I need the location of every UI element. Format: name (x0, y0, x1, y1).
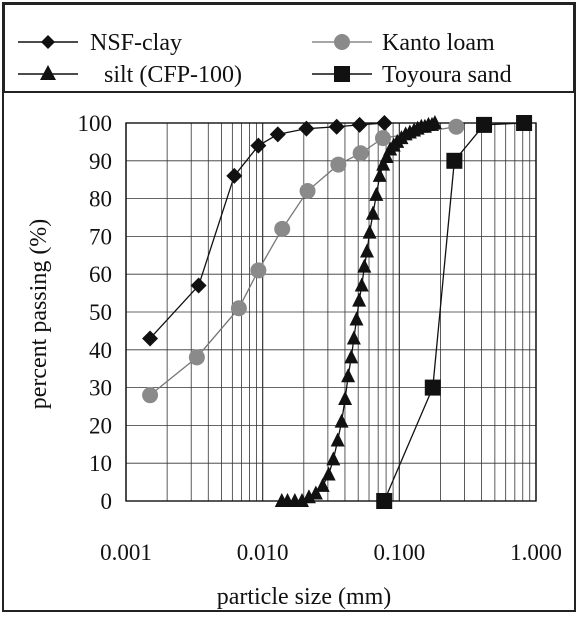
y-tick-label: 10 (89, 451, 112, 476)
data-point-triangle (301, 489, 316, 504)
data-point-diamond (351, 116, 368, 133)
data-point-triangle (326, 451, 341, 466)
data-point-circle (274, 220, 291, 237)
data-point-triangle (321, 466, 336, 481)
y-tick-label: 90 (89, 149, 112, 174)
series-line (149, 122, 385, 339)
data-point-square (376, 493, 393, 509)
legend-marker-toyoura-sand (334, 66, 350, 82)
data-point-diamond (190, 277, 207, 294)
data-point-circle (352, 145, 369, 162)
data-point-circle (142, 387, 159, 404)
data-point-diamond (226, 167, 243, 184)
legend-label-kanto-loam: Kanto loam (382, 30, 495, 56)
data-point-square (476, 116, 493, 133)
data-point-triangle (427, 115, 442, 129)
data-point-triangle (357, 258, 372, 273)
data-point-square (516, 115, 533, 131)
data-point-triangle (360, 243, 375, 258)
legend-item-toyoura-sand: Toyoura sand (312, 62, 512, 88)
data-point-diamond (269, 126, 286, 143)
legend-item-kanto-loam: Kanto loam (312, 30, 495, 56)
legend-marker-nsf-clay (41, 35, 55, 49)
y-tick-label: 30 (89, 376, 112, 401)
chart-frame: NSF-clay silt (CFP-100) Kanto loam Toyou… (2, 2, 576, 612)
data-point-triangle (344, 349, 359, 364)
data-point-triangle (372, 167, 387, 182)
y-tick-label: 20 (89, 413, 112, 438)
data-point-triangle (330, 432, 345, 447)
data-point-square (424, 379, 441, 396)
legend-item-silt: silt (CFP-100) (18, 62, 242, 88)
data-point-diamond (142, 330, 159, 347)
series-toyoura-sand (376, 115, 533, 509)
data-point-circle (374, 130, 391, 147)
data-point-triangle (308, 485, 323, 500)
legend: NSF-clay silt (CFP-100) Kanto loam Toyou… (18, 30, 512, 88)
data-point-circle (330, 156, 347, 173)
data-point-circle (448, 118, 465, 135)
tick-labels: 0 10 20 30 40 50 60 70 80 90 100 0.001 0.010 0.100 1.0… (78, 111, 562, 565)
y-tick-label: 40 (89, 338, 112, 363)
legend-label-nsf-clay: NSF-clay (90, 30, 182, 56)
y-tick-label: 50 (89, 300, 112, 325)
data-point-triangle (294, 493, 309, 507)
y-tick-label: 70 (89, 224, 112, 249)
data-point-diamond (328, 118, 345, 135)
data-point-triangle (369, 186, 384, 201)
data-point-diamond (298, 120, 315, 137)
data-point-triangle (379, 149, 394, 164)
legend-label-silt: silt (CFP-100) (104, 62, 242, 88)
y-tick-label: 0 (101, 489, 113, 514)
chart-svg: NSF-clay silt (CFP-100) Kanto loam Toyou… (3, 3, 575, 610)
y-axis-label: percent passing (%) (26, 219, 52, 410)
legend-item-nsf-clay: NSF-clay (18, 30, 182, 56)
data-point-triangle (315, 477, 330, 492)
data-point-circle (299, 183, 316, 200)
series-silt-cfp-100 (274, 115, 442, 507)
data-point-triangle (346, 330, 361, 345)
data-point-square (446, 152, 463, 169)
data-point-triangle (334, 413, 349, 428)
legend-marker-kanto-loam (334, 34, 350, 50)
series-line (149, 126, 457, 396)
y-tick-label: 100 (78, 111, 113, 136)
legend-marker-silt (40, 65, 56, 80)
data-point-triangle (338, 390, 353, 405)
y-tick-label: 60 (89, 262, 112, 287)
data-point-triangle (376, 156, 391, 171)
legend-label-toyoura-sand: Toyoura sand (382, 62, 512, 88)
x-axis-label: particle size (mm) (217, 584, 392, 610)
data-point-triangle (362, 224, 377, 239)
data-point-triangle (349, 311, 364, 326)
y-tick-label: 80 (89, 187, 112, 212)
plot-area-border (125, 122, 537, 502)
x-tick-label: 1.000 (510, 540, 562, 565)
series-kanto-loam (142, 118, 465, 404)
series-layer (142, 115, 533, 509)
data-point-circle (250, 262, 267, 279)
data-point-triangle (341, 368, 356, 383)
grid (125, 122, 537, 502)
data-point-triangle (354, 277, 369, 292)
x-tick-label: 0.010 (237, 540, 289, 565)
data-point-circle (188, 349, 205, 366)
data-point-circle (230, 300, 247, 317)
data-point-diamond (250, 137, 267, 154)
x-tick-label: 0.100 (373, 540, 425, 565)
axes (125, 122, 537, 502)
series-nsf-clay (142, 115, 393, 347)
x-tick-label: 0.001 (100, 540, 152, 565)
legend-box (3, 3, 575, 93)
data-point-triangle (365, 205, 380, 220)
data-point-triangle (352, 292, 367, 307)
data-point-diamond (376, 115, 393, 131)
